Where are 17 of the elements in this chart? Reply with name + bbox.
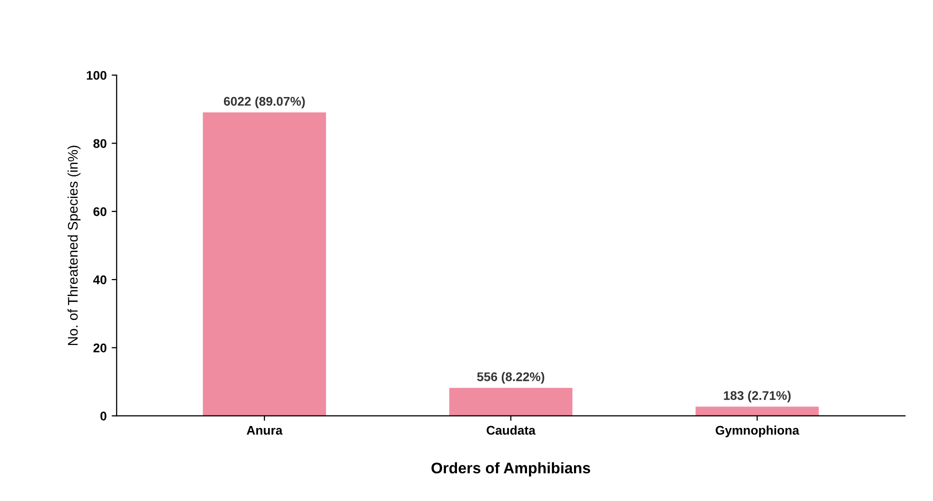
- y-axis-title: No. of Threatened Species (in%): [68, 146, 80, 345]
- y-tick-label: 20: [93, 343, 106, 352]
- bar: [202, 112, 326, 416]
- y-tick-label: 80: [93, 139, 106, 148]
- data-label: 6022 (89.07%): [224, 96, 305, 108]
- y-tick-label: 40: [93, 275, 106, 284]
- y-tick-label: 60: [93, 207, 106, 216]
- bar: [449, 388, 572, 416]
- x-tick-label: Caudata: [486, 426, 536, 435]
- data-label: 183 (2.71%): [724, 390, 791, 402]
- x-tick-label: Anura: [246, 426, 283, 435]
- x-tick-label: Gymnophiona: [716, 426, 800, 438]
- x-axis-title: Orders of Amphibians: [432, 462, 590, 476]
- y-tick-label: 0: [100, 412, 106, 420]
- bar: [696, 406, 819, 416]
- data-label: 556 (8.22%): [477, 372, 544, 384]
- y-tick-label: 100: [86, 70, 106, 80]
